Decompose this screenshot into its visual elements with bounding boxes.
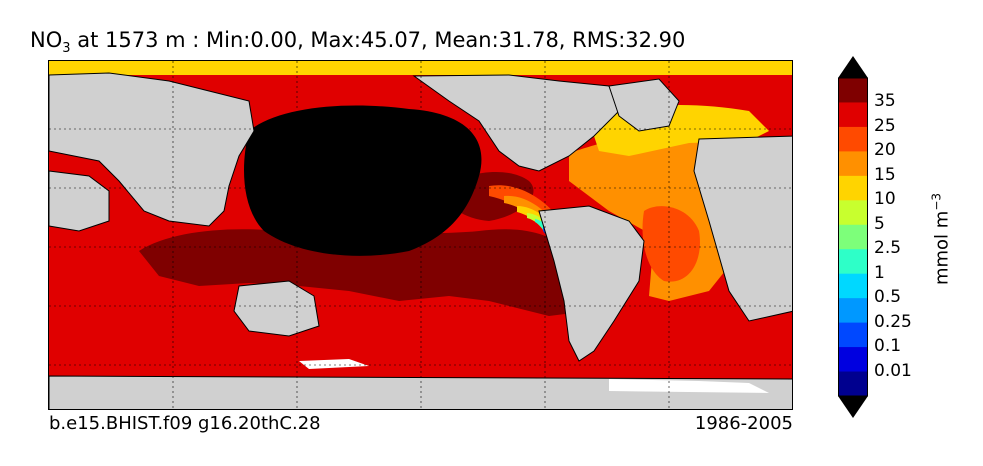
colorbar-tick-label: 0.01 bbox=[874, 360, 912, 381]
colorbar-tick-label: 10 bbox=[874, 189, 896, 210]
colorbar-tick-label: 0.5 bbox=[874, 287, 902, 308]
colorbar-segment bbox=[838, 102, 868, 128]
colorbar-tick-label: 25 bbox=[874, 115, 896, 136]
colorbar-segment bbox=[838, 78, 868, 103]
equatorial-atlantic-field bbox=[642, 206, 700, 282]
colorbar-tick-label: 0.25 bbox=[874, 311, 912, 332]
india-arabia-landmass bbox=[49, 170, 110, 232]
colorbar-segment bbox=[838, 175, 868, 201]
colorbar bbox=[838, 56, 868, 418]
colorbar-extend-min bbox=[838, 396, 868, 418]
colorbar-tick-label: 2.5 bbox=[874, 238, 902, 259]
north-america-landmass bbox=[412, 74, 620, 172]
colorbar-tick-label: 15 bbox=[874, 164, 896, 185]
deep-pacific-field bbox=[139, 229, 589, 316]
asia-landmass bbox=[49, 72, 255, 227]
colorbar-segment bbox=[838, 126, 868, 152]
colorbar-tick-label: 0.1 bbox=[874, 336, 902, 357]
colorbar-tick-label: 5 bbox=[874, 213, 885, 234]
arctic-ocean-field bbox=[49, 61, 792, 75]
colorbar-tick-label: 1 bbox=[874, 262, 885, 283]
period-label: 1986-2005 bbox=[694, 413, 793, 434]
colorbar-segment bbox=[838, 200, 868, 226]
colorbar-segment bbox=[838, 347, 868, 373]
colorbar-tick-label: 35 bbox=[874, 91, 896, 112]
colorbar-segment bbox=[838, 151, 868, 177]
colorbar-segment bbox=[838, 322, 868, 348]
colorbar-segment bbox=[838, 224, 868, 250]
colorbar-segment bbox=[838, 298, 868, 324]
colorbar-segment bbox=[838, 273, 868, 299]
colorbar-unit-label: mmol m−3 bbox=[929, 192, 953, 286]
south-america-landmass bbox=[538, 205, 645, 362]
graticule bbox=[49, 61, 792, 409]
southern-missing bbox=[299, 359, 369, 369]
colorbar-frame bbox=[838, 77, 868, 397]
colorbar-tick-label: 20 bbox=[874, 140, 896, 161]
colorbar-segment bbox=[838, 371, 868, 397]
case-name-label: b.e15.BHIST.f09 g16.20thC.28 bbox=[49, 413, 321, 434]
colorbar-segment bbox=[838, 249, 868, 275]
australia-landmass bbox=[233, 280, 320, 337]
map-panel bbox=[48, 60, 793, 410]
colorbar-extend-max bbox=[838, 56, 868, 78]
map-svg bbox=[49, 61, 792, 409]
plot-title: NO3 at 1573 m : Min:0.00, Max:45.07, Mea… bbox=[30, 28, 686, 57]
weddell-missing bbox=[609, 379, 769, 393]
north-pacific-field bbox=[244, 105, 482, 256]
antarctica-landmass bbox=[49, 375, 792, 409]
